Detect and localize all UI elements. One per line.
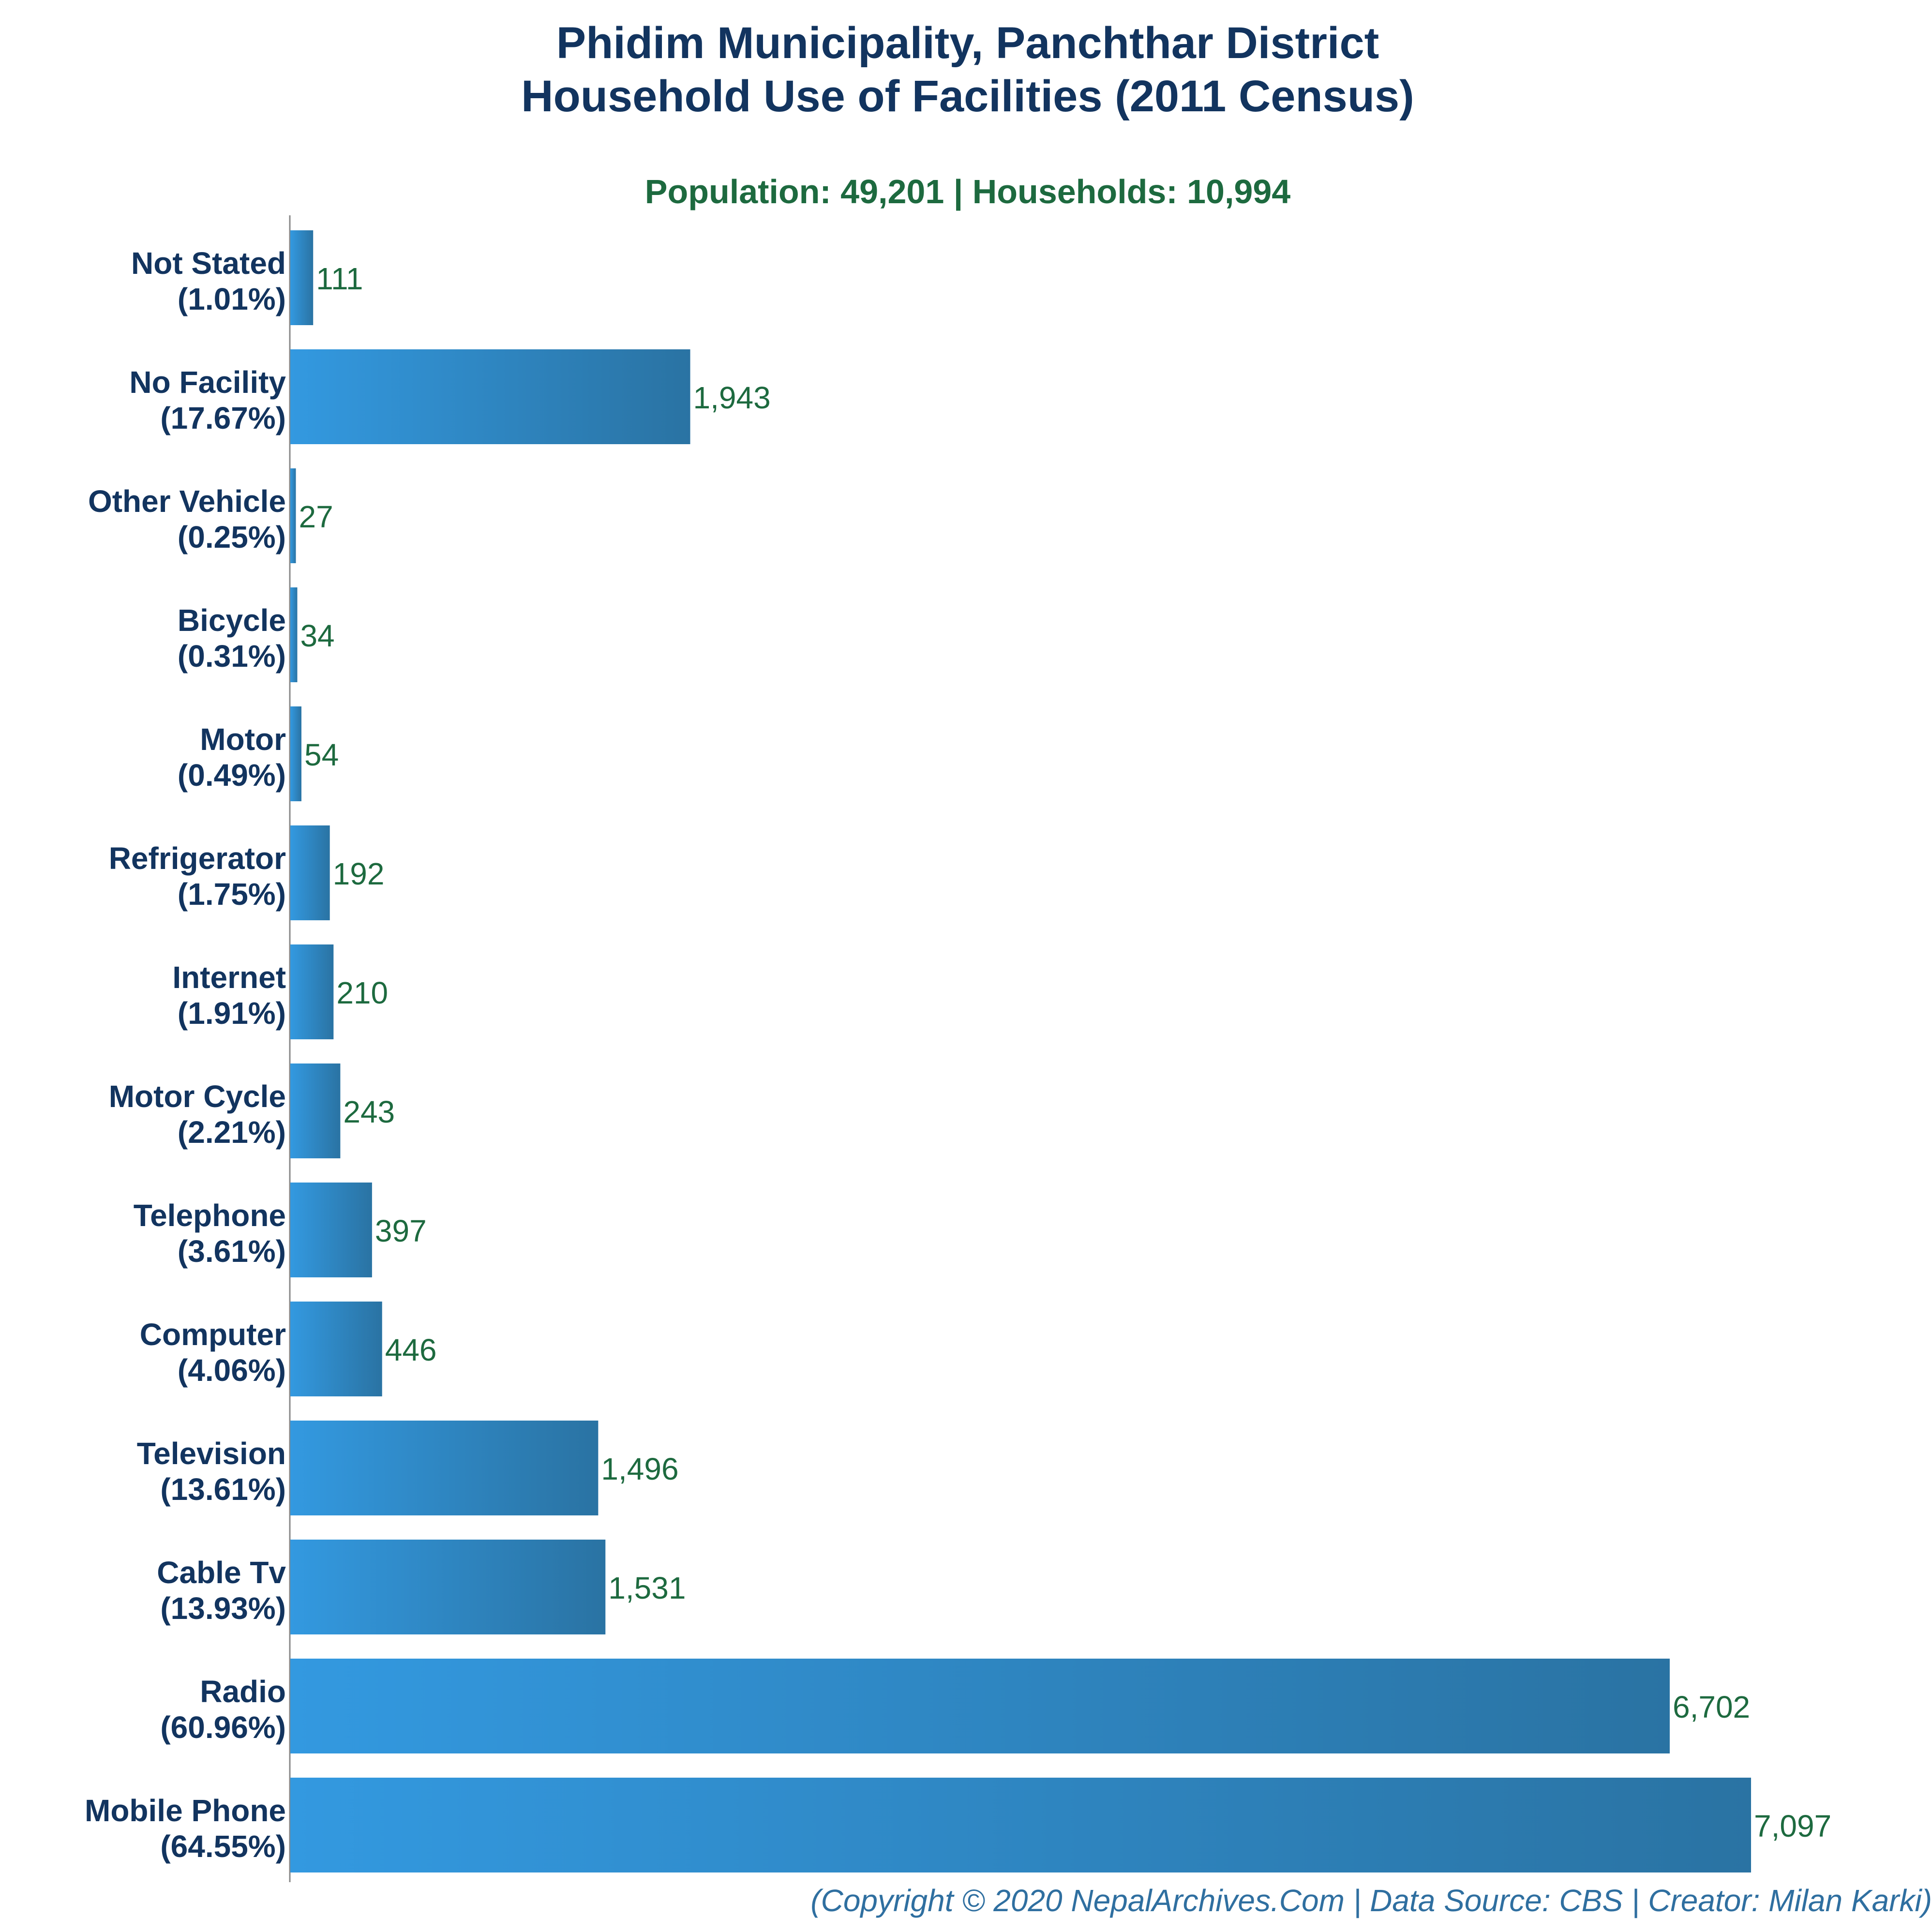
category-label-motor: Motor — [200, 722, 286, 757]
category-label-internet: Internet — [172, 960, 286, 995]
percent-label-radio: (60.96%) — [160, 1710, 286, 1745]
bar-internet — [290, 944, 334, 1039]
value-label-radio: 6,702 — [1673, 1690, 1750, 1724]
category-label-radio: Radio — [200, 1674, 286, 1709]
category-labels-group: Not Stated(1.01%) No Facility(17.67%) Othe… — [85, 246, 286, 1864]
value-label-refrigerator: 192 — [333, 856, 385, 891]
percent-label-no-facility: (17.67%) — [160, 401, 286, 435]
bars-group — [290, 230, 1751, 1872]
category-label-motor-cycle: Motor Cycle — [109, 1079, 286, 1114]
percent-label-not-stated: (1.01%) — [178, 282, 286, 316]
category-label-computer: Computer — [140, 1317, 286, 1352]
value-label-motor: 54 — [304, 737, 339, 772]
percent-label-telephone: (3.61%) — [178, 1234, 286, 1269]
category-label-cable-tv: Cable Tv — [157, 1555, 286, 1590]
bar-no-facility — [290, 349, 690, 444]
value-labels-group: 111 1,943 27 34 54 192 210 243 397 446 1,496 1,531 6… — [299, 261, 1831, 1843]
category-label-no-facility: No Facility — [129, 365, 286, 400]
bar-refrigerator — [290, 825, 330, 920]
percent-label-motor-cycle: (2.21%) — [178, 1115, 286, 1150]
chart-title-line-2: Household Use of Facilities (2011 Census… — [521, 72, 1414, 121]
category-label-television: Television — [137, 1436, 286, 1471]
bar-television — [290, 1421, 599, 1515]
percent-label-computer: (4.06%) — [178, 1353, 286, 1388]
chart-title-line-1: Phidim Municipality, Panchthar District — [556, 18, 1379, 68]
value-label-cable-tv: 1,531 — [608, 1571, 686, 1605]
percent-label-internet: (1.91%) — [178, 996, 286, 1031]
percent-label-other-vehicle: (0.25%) — [178, 520, 286, 554]
bar-not-stated — [290, 230, 314, 325]
value-label-motor-cycle: 243 — [343, 1094, 395, 1129]
percent-label-mobile-phone: (64.55%) — [160, 1829, 286, 1864]
chart-subtitle: Population: 49,201 | Households: 10,994 — [645, 173, 1290, 211]
percent-label-cable-tv: (13.93%) — [160, 1591, 286, 1626]
percent-label-motor: (0.49%) — [178, 758, 286, 793]
bar-radio — [290, 1659, 1670, 1753]
bar-cable-tv — [290, 1540, 606, 1634]
value-label-other-vehicle: 27 — [299, 499, 333, 534]
percent-label-bicycle: (0.31%) — [178, 639, 286, 674]
value-label-no-facility: 1,943 — [693, 380, 771, 415]
percent-label-television: (13.61%) — [160, 1472, 286, 1507]
value-label-not-stated: 111 — [316, 261, 363, 296]
value-label-television: 1,496 — [601, 1452, 678, 1486]
value-label-computer: 446 — [385, 1333, 437, 1367]
category-label-other-vehicle: Other Vehicle — [88, 484, 286, 519]
value-label-bicycle: 34 — [300, 618, 334, 653]
chart-footer: (Copyright © 2020 NepalArchives.Com | Da… — [810, 1883, 1932, 1918]
category-label-refrigerator: Refrigerator — [109, 841, 286, 876]
bar-mobile-phone — [290, 1778, 1751, 1872]
bar-telephone — [290, 1183, 372, 1277]
bar-motor-cycle — [290, 1063, 341, 1158]
bar-motor — [290, 706, 301, 801]
percent-label-refrigerator: (1.75%) — [178, 877, 286, 912]
category-label-bicycle: Bicycle — [178, 603, 286, 638]
value-label-internet: 210 — [336, 975, 388, 1010]
value-label-telephone: 397 — [375, 1213, 427, 1248]
category-label-telephone: Telephone — [134, 1198, 286, 1233]
category-label-not-stated: Not Stated — [131, 246, 286, 281]
bar-other-vehicle — [290, 468, 296, 563]
bar-bicycle — [290, 587, 298, 682]
category-label-mobile-phone: Mobile Phone — [85, 1793, 286, 1828]
value-label-mobile-phone: 7,097 — [1754, 1809, 1831, 1843]
bar-computer — [290, 1302, 382, 1396]
